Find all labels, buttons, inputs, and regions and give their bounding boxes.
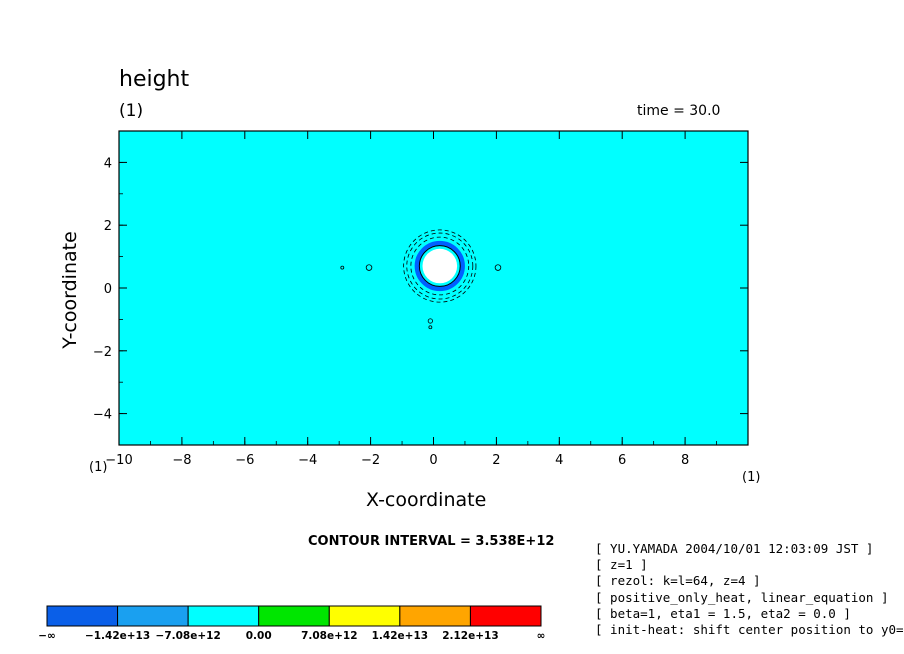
y-tick-label: −2	[93, 345, 112, 360]
x-tick-label: −8	[172, 453, 191, 468]
solid-contour	[418, 245, 461, 287]
dashed-contour	[403, 229, 477, 303]
note-line: [ YU.YAMADA 2004/10/01 12:03:09 JST ]	[595, 541, 874, 556]
panel-label: (1)	[119, 101, 144, 121]
x-tick-label: 4	[555, 453, 563, 468]
run-notes: [ YU.YAMADA 2004/10/01 12:03:09 JST ] [ …	[595, 541, 904, 638]
negative-ring	[414, 240, 465, 292]
time-label: time = 30.0	[637, 103, 721, 119]
x-unit-left: (1)	[89, 460, 108, 475]
y-tick-label: −4	[93, 408, 112, 423]
small-contour	[365, 264, 373, 271]
x-axis-label: X-coordinate	[366, 489, 487, 511]
x-tick-label: 0	[429, 453, 437, 468]
note-line: [ positive_only_heat, linear_equation ]	[595, 589, 889, 605]
note-line: [ init-heat: shift center position to y0…	[595, 622, 904, 638]
chart-title: height	[119, 67, 190, 92]
small-contour	[428, 325, 433, 330]
note-line: [ z=1 ]	[595, 557, 648, 573]
x-tick-label: −10	[105, 453, 132, 468]
contour-interval: CONTOUR INTERVAL = 3.538E+12	[308, 534, 555, 549]
x-tick-label: −2	[361, 453, 380, 468]
note-line: [ beta=1, eta1 = 1.5, eta2 = 0.0 ]	[595, 605, 851, 621]
positive-core	[422, 248, 458, 284]
x-tick-label: −4	[298, 453, 317, 468]
x-tick-label: 8	[681, 453, 689, 468]
small-contour	[494, 264, 502, 271]
note-line: [ rezol: k=l=64, z=4 ]	[595, 573, 761, 589]
y-tick-label: 4	[104, 156, 112, 171]
x-unit-right: (1)	[742, 470, 761, 485]
dashed-contour	[406, 232, 474, 300]
y-axis-label: Y-coordinate	[59, 231, 81, 349]
y-tick-label: 2	[104, 219, 112, 234]
small-contour	[427, 318, 433, 324]
x-tick-label: 2	[492, 453, 500, 468]
dashed-contour	[410, 236, 470, 296]
x-tick-label: −6	[235, 453, 254, 468]
y-tick-label: 0	[104, 282, 112, 297]
small-contour	[340, 265, 345, 270]
x-tick-label: 6	[618, 453, 626, 468]
